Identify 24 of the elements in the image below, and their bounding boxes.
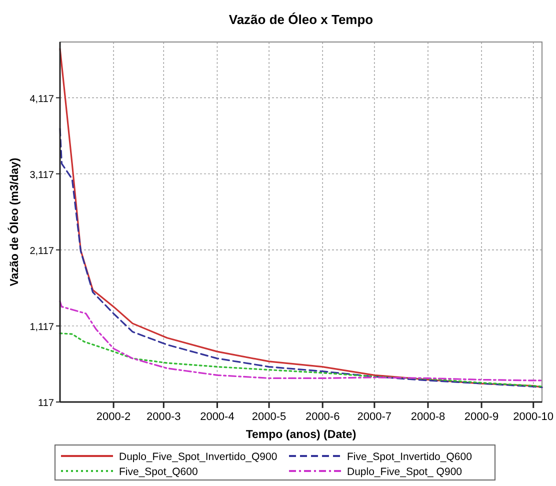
x-tick-label: 2000-2 [96, 411, 131, 423]
y-axis-title: Vazão de Óleo (m3/day) [7, 158, 21, 286]
y-tick-label: 117 [38, 398, 54, 409]
chart-title: Vazão de Óleo x Tempo [228, 12, 374, 27]
x-tick-label: 2000-7 [357, 411, 392, 423]
legend-label: Duplo_Five_Spot_Invertido_Q900 [119, 451, 278, 463]
y-tick-label: 3,117 [30, 170, 54, 181]
x-tick-label: 2000-10 [513, 411, 554, 423]
line-series [59, 300, 543, 382]
y-tick-label: 2,117 [30, 246, 54, 257]
legend-label: Five_Spot_Q600 [119, 466, 198, 478]
x-tick-label: 2000-9 [464, 411, 499, 423]
line-series [59, 332, 543, 388]
legend-label: Five_Spot_Invertido_Q600 [347, 451, 472, 463]
y-tick-label: 1,117 [30, 322, 54, 333]
x-tick-label: 2000-3 [146, 411, 181, 423]
x-tick-label: 2000-5 [252, 411, 286, 423]
x-tick-label: 2000-6 [305, 411, 340, 423]
x-axis-title: Tempo (anos) (Date) [246, 429, 356, 441]
x-tick-label: 2000-8 [410, 411, 446, 423]
x-tick-label: 2000-4 [200, 411, 234, 423]
legend-label: Duplo_Five_Spot_ Q900 [347, 466, 462, 478]
line-series [59, 128, 543, 388]
y-tick-label: 4,117 [30, 94, 54, 105]
